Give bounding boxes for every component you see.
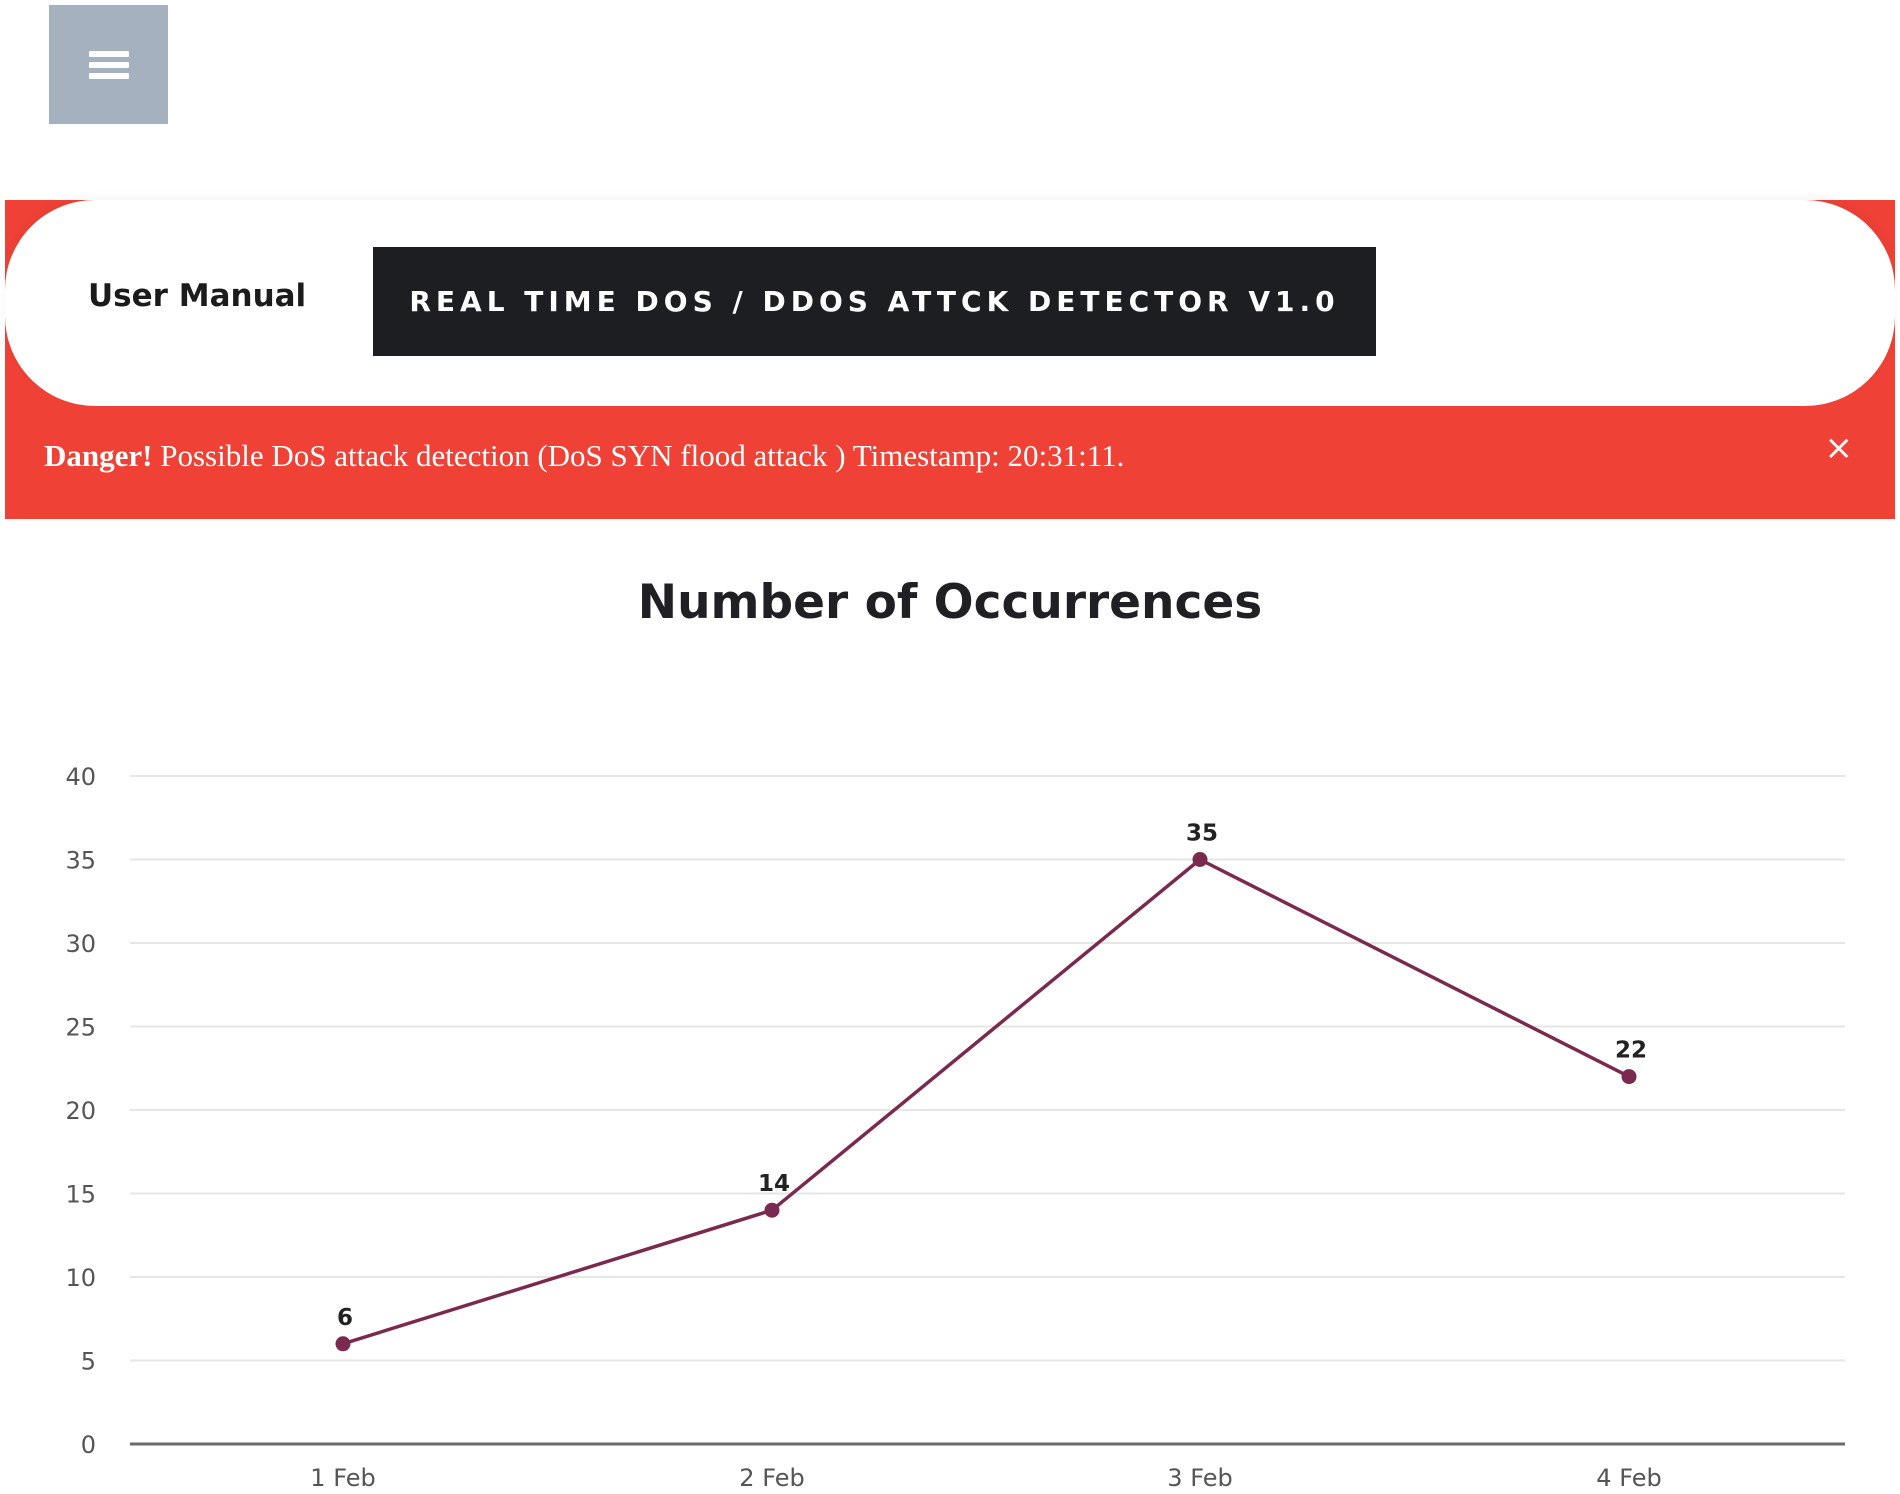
hamburger-menu-icon bbox=[88, 50, 129, 79]
chart-title: Number of Occurrences bbox=[637, 575, 1263, 630]
data-point bbox=[764, 1202, 780, 1218]
y-tick-label: 0 bbox=[81, 1431, 96, 1459]
alert-strong-label: Danger! bbox=[44, 438, 153, 473]
y-tick-label: 35 bbox=[65, 847, 96, 875]
data-label: 35 bbox=[1186, 821, 1218, 847]
danger-alert: Danger! Possible DoS attack detection (D… bbox=[5, 406, 1895, 519]
y-tick-label: 30 bbox=[65, 930, 96, 958]
menu-button[interactable] bbox=[49, 5, 168, 124]
x-tick-label: 3 Feb bbox=[1167, 1464, 1232, 1492]
x-tick-label: 2 Feb bbox=[739, 1464, 804, 1492]
user-manual-link[interactable]: User Manual bbox=[88, 278, 307, 314]
app-title: REAL TIME DOS / DDOS ATTCK DETECTOR V1.0 bbox=[409, 285, 1340, 318]
close-icon[interactable]: × bbox=[1824, 428, 1854, 468]
app-title-banner: REAL TIME DOS / DDOS ATTCK DETECTOR V1.0 bbox=[373, 247, 1376, 356]
x-tick-label: 1 Feb bbox=[310, 1464, 375, 1492]
y-tick-label: 25 bbox=[65, 1014, 96, 1042]
y-tick-label: 40 bbox=[65, 763, 96, 791]
data-label: 6 bbox=[337, 1305, 353, 1331]
y-tick-label: 10 bbox=[65, 1264, 96, 1292]
data-point bbox=[1621, 1069, 1637, 1085]
alert-text: Danger! Possible DoS attack detection (D… bbox=[44, 438, 1124, 474]
data-point bbox=[335, 1336, 351, 1352]
y-tick-label: 5 bbox=[81, 1348, 96, 1376]
y-tick-label: 15 bbox=[65, 1181, 96, 1209]
x-tick-label: 4 Feb bbox=[1596, 1464, 1661, 1492]
data-label: 22 bbox=[1615, 1038, 1647, 1064]
y-tick-label: 20 bbox=[65, 1097, 96, 1125]
data-label: 14 bbox=[758, 1171, 790, 1197]
data-point bbox=[1192, 852, 1208, 867]
alert-message: Possible DoS attack detection (DoS SYN f… bbox=[160, 438, 1125, 473]
series-line bbox=[342, 857, 1630, 1346]
